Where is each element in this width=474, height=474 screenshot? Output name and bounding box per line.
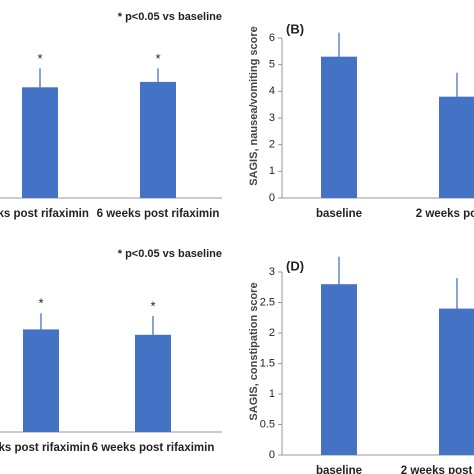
y-tick-label: 0 [269,449,275,461]
bar [23,329,59,432]
bar [321,56,357,198]
y-tick-label: 1.5 [260,357,275,369]
significance-label: * [38,296,43,311]
bar [140,81,176,198]
y-tick-label: 1 [269,165,275,177]
significance-label: * [155,51,160,66]
chart-panel: * p<0.05 vs baseline * eks post rifaximin *… [0,11,222,220]
y-tick-label: 3 [269,112,275,124]
chart-panel: 0 0.5 1 1.5 2 2.5 3 SAGIS, constipation score (D… [248,256,474,474]
x-tick-label: 2 weeks post ri [416,208,474,220]
y-axis-label: SAGIS, constipation score [248,282,260,420]
panel-label: (D) [286,258,304,273]
bar [439,308,474,455]
y-tick-label: 2.5 [260,296,275,308]
x-tick-label: eks post rifaximin [0,208,89,220]
annotation: * p<0.05 vs baseline [118,11,222,23]
bar [22,87,58,198]
y-axis-label: SAGIS, nausea/vomiting score [248,26,260,186]
bar [135,334,171,432]
y-tick-label: 2 [269,327,275,339]
significance-label: * [150,298,155,313]
x-tick-label: 6 weeks post rifaximin [97,208,220,220]
chart-panel: * p<0.05 vs baseline * eks post rifaximin *… [0,248,222,454]
bar [439,96,474,198]
y-tick-label: 6 [269,32,275,44]
y-tick-label: 4 [269,85,275,97]
y-tick-label: 5 [269,59,275,71]
y-tick-label: 0 [269,192,275,204]
significance-label: * [37,51,42,66]
y-tick-label: 2 [269,139,275,151]
y-tick-label: 0.5 [260,418,275,430]
x-tick-label: baseline [316,208,362,220]
x-tick-label: 6 weeks post rifaximin [92,442,215,454]
annotation: * p<0.05 vs baseline [118,248,222,260]
panel-label: (B) [286,21,304,36]
x-tick-label: baseline [316,465,362,474]
chart-panel: 0 1 2 3 4 5 6 SAGIS, nausea/vomiting score (B) ba… [248,21,474,220]
y-tick-label: 3 [269,266,275,278]
bar [321,284,357,455]
x-tick-label: 2 weeks post rifaxim [401,465,474,474]
x-tick-label: eks post rifaximin [0,442,90,454]
y-tick-label: 1 [269,388,275,400]
